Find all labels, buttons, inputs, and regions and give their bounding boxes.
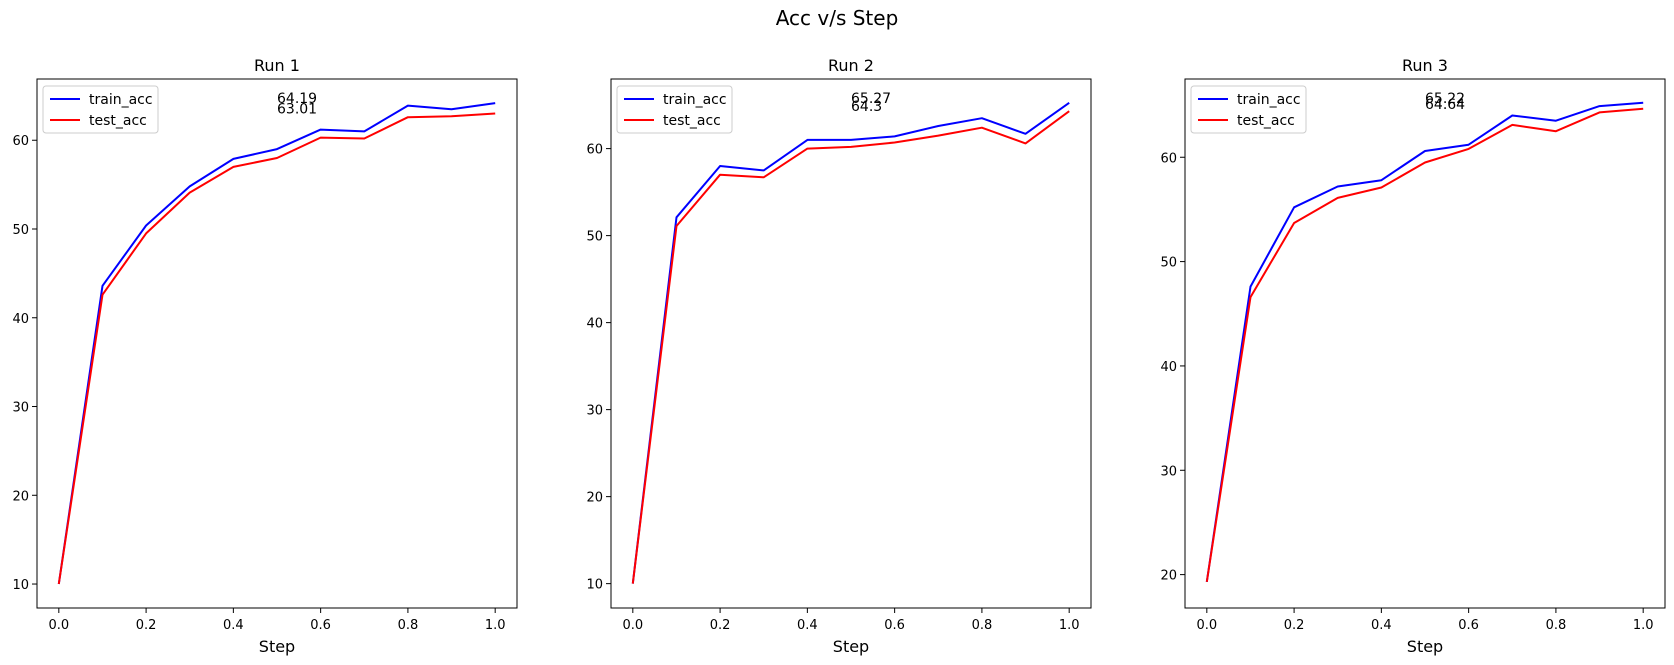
legend-label: test_acc bbox=[89, 113, 147, 129]
legend-box bbox=[1190, 85, 1307, 134]
chart-title: Run 1 bbox=[254, 56, 300, 75]
y-tick-label: 50 bbox=[586, 230, 603, 245]
y-tick-label: 20 bbox=[1160, 569, 1177, 584]
value-annotation: 65.27 bbox=[851, 91, 891, 107]
legend-box bbox=[616, 85, 733, 134]
chart-panel-3: Run 3 0.0 0.2 0.4 0.6 0.8 1.0 20 30 40 50 60 Step 65.… bbox=[1160, 56, 1666, 656]
x-tick-label: 0.8 bbox=[1546, 618, 1567, 633]
legend: train_acc test_acc bbox=[42, 85, 159, 134]
x-tick-label: 0.4 bbox=[797, 618, 818, 633]
legend-label: train_acc bbox=[89, 92, 153, 108]
x-tick-label: 0.0 bbox=[48, 618, 69, 633]
x-tick-label: 1.0 bbox=[1633, 618, 1654, 633]
legend-label: test_acc bbox=[663, 113, 721, 129]
plot-frame bbox=[36, 78, 518, 609]
legend-label: test_acc bbox=[1237, 113, 1295, 129]
x-axis-label: Step bbox=[1407, 637, 1443, 656]
y-tick-label: 60 bbox=[1160, 151, 1177, 166]
y-tick-label: 20 bbox=[586, 491, 603, 506]
legend: train_acc test_acc bbox=[616, 85, 733, 134]
x-tick-label: 0.6 bbox=[1458, 618, 1479, 633]
x-tick-label: 0.8 bbox=[398, 618, 419, 633]
chart-title: Run 3 bbox=[1402, 56, 1448, 75]
y-tick-label: 40 bbox=[1160, 360, 1177, 375]
y-tick-label: 30 bbox=[586, 404, 603, 419]
x-tick-label: 0.6 bbox=[884, 618, 905, 633]
chart-panel-1: Run 1 0.0 0.2 0.4 0.6 0.8 1.0 10 20 30 40 50 60 Step 6… bbox=[12, 56, 518, 656]
x-tick-label: 0.2 bbox=[136, 618, 157, 633]
legend: train_acc test_acc bbox=[1190, 85, 1307, 134]
x-axis-label: Step bbox=[833, 637, 869, 656]
x-tick-label: 0.0 bbox=[1196, 618, 1217, 633]
chart-panel-2: Run 2 0.0 0.2 0.4 0.6 0.8 1.0 10 20 30 40 50 60 Step 6… bbox=[586, 56, 1092, 656]
value-annotation: 63.01 bbox=[277, 102, 317, 118]
series-line-train_acc bbox=[1205, 101, 1644, 583]
value-annotation: 65.22 bbox=[1425, 91, 1465, 107]
legend-label: train_acc bbox=[1237, 92, 1301, 108]
y-tick-label: 60 bbox=[12, 134, 29, 149]
chart-panels: Run 1 0.0 0.2 0.4 0.6 0.8 1.0 10 20 30 40 50 60 Step 6… bbox=[12, 56, 1666, 656]
legend-box bbox=[42, 85, 159, 134]
x-tick-label: 0.8 bbox=[972, 618, 993, 633]
legend-label: train_acc bbox=[663, 92, 727, 108]
plot-frame bbox=[1184, 78, 1666, 609]
y-tick-label: 30 bbox=[12, 401, 29, 416]
value-annotation: 64.64 bbox=[1425, 97, 1465, 113]
x-tick-label: 0.0 bbox=[622, 618, 643, 633]
x-tick-label: 0.6 bbox=[310, 618, 331, 633]
x-tick-label: 1.0 bbox=[485, 618, 506, 633]
x-tick-label: 1.0 bbox=[1059, 618, 1080, 633]
y-tick-label: 60 bbox=[586, 143, 603, 158]
value-annotation: 64.3 bbox=[851, 99, 882, 115]
y-tick-label: 40 bbox=[12, 312, 29, 327]
figure-title: Acc v/s Step bbox=[776, 6, 899, 30]
y-tick-label: 50 bbox=[12, 223, 29, 238]
x-tick-label: 0.4 bbox=[223, 618, 244, 633]
x-axis-label: Step bbox=[259, 637, 295, 656]
y-tick-label: 50 bbox=[1160, 256, 1177, 271]
series-line-test_acc bbox=[1205, 107, 1644, 583]
y-tick-label: 40 bbox=[586, 317, 603, 332]
series-line-train_acc bbox=[57, 102, 496, 585]
y-tick-label: 30 bbox=[1160, 464, 1177, 479]
y-tick-label: 20 bbox=[12, 489, 29, 504]
value-annotation: 64.19 bbox=[277, 91, 317, 107]
chart-title: Run 2 bbox=[828, 56, 874, 75]
series-line-test_acc bbox=[57, 112, 496, 585]
plot-frame bbox=[610, 78, 1092, 609]
y-tick-label: 10 bbox=[12, 578, 29, 593]
y-tick-label: 10 bbox=[586, 578, 603, 593]
series-line-test_acc bbox=[631, 110, 1070, 584]
series-line-train_acc bbox=[631, 101, 1070, 584]
x-tick-label: 0.2 bbox=[1284, 618, 1305, 633]
x-tick-label: 0.4 bbox=[1371, 618, 1392, 633]
x-tick-label: 0.2 bbox=[710, 618, 731, 633]
